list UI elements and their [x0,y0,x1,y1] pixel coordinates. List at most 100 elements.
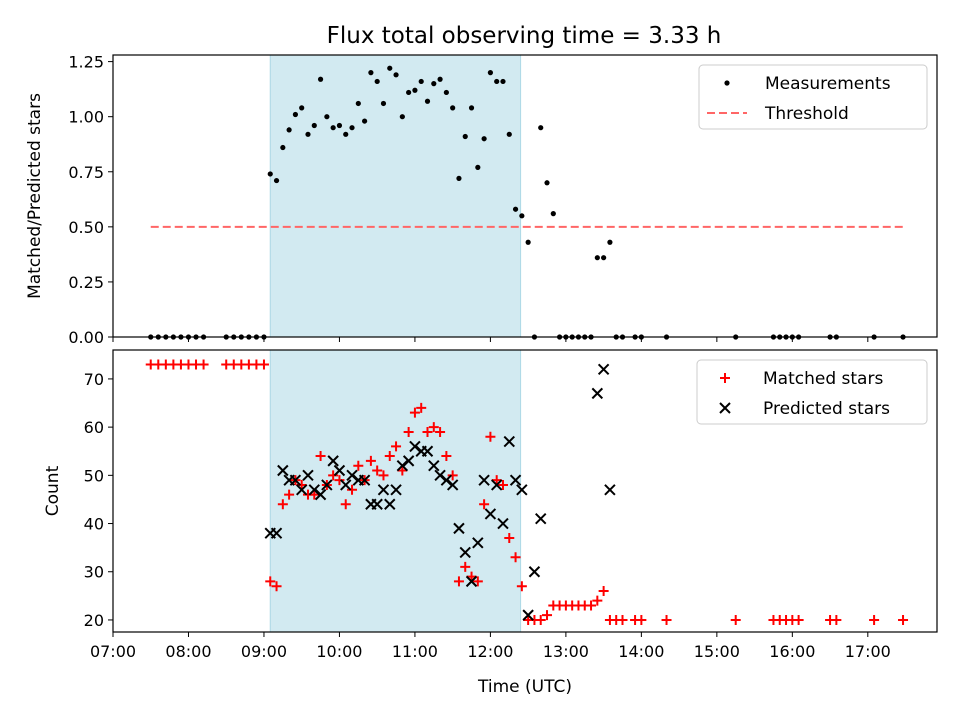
predicted-star-point [522,609,534,621]
predicted-star-point [497,517,509,530]
matched-star-point [391,441,402,452]
matched-star-point [284,489,295,500]
measurement-point [431,81,437,87]
y-tick-label: 0.00 [68,328,104,347]
predicted-star-point [340,479,352,491]
predicted-star-point [277,464,289,477]
measurement-point [450,105,456,111]
predicted-star-point [484,508,497,520]
measurement-point [374,78,380,85]
predicted-star-point [440,474,453,486]
predicted-star-point [314,488,327,501]
matched-star-point [793,614,804,625]
y-tick-label: 0.50 [68,218,104,237]
y-tick-label: 1.25 [68,53,104,72]
predicted-star-point [428,459,440,472]
matched-star-point [258,359,269,370]
measurement-point [437,76,443,82]
legend-box [696,359,928,425]
predicted-star-point [327,455,339,467]
predicted-star-point [346,469,358,482]
matched-star-point [384,451,395,462]
y-tick-label: 50 [84,466,104,485]
matched-star-point [353,460,364,471]
measurement-point [512,206,519,212]
measurement-point [324,114,330,120]
legend-x-icon [719,402,731,414]
measurement-point [487,70,494,76]
matched-star-point [441,451,452,462]
matched-star-point [535,614,546,625]
y-tick-label: 70 [84,370,104,389]
predicted-star-point [358,474,371,486]
measurement-point [538,125,544,131]
predicted-star-point [302,469,314,482]
matched-star-point [617,614,628,625]
legend-box [698,64,928,130]
matched-star-point [403,426,414,437]
measurement-point [494,78,500,85]
measurement-point [525,239,531,245]
x-tick-label: 09:00 [241,642,287,661]
x-tick-label: 10:00 [316,642,362,661]
predicted-star-point [289,474,302,486]
measurement-point [273,177,280,184]
measurement-point [317,76,324,82]
x-tick-label: 07:00 [90,642,136,661]
y-tick-label: 1.00 [68,108,104,127]
measurement-point [380,100,387,107]
matched-star-point [422,426,433,437]
matched-star-point [542,610,553,621]
matched-star-point [409,407,420,418]
matched-star-point [592,595,603,606]
measurement-point [343,131,349,137]
predicted-star-point [516,484,528,496]
measurement-point [443,89,449,96]
predicted-star-point [321,479,333,491]
matched-star-point [898,614,909,625]
matched-star-point [428,422,439,433]
measurement-point [424,98,431,104]
legend-label: Threshold [764,104,849,124]
predicted-star-point [591,387,604,400]
measurement-point [481,136,487,142]
y-tick-label: 60 [84,418,104,437]
measurement-point [607,239,613,245]
legend-plus-icon [720,373,730,383]
predicted-star-point [459,546,471,559]
y-axis-label: Count [43,465,63,516]
matched-star-point [416,402,427,413]
measurement-point [475,164,481,170]
predicted-star-point [528,566,541,578]
x-tick-label: 17:00 [845,642,891,661]
legend-label: Matched stars [763,369,883,389]
measurement-point [336,122,343,129]
x-tick-label: 11:00 [392,642,438,661]
matched-star-point [309,489,320,500]
measurement-point [462,133,468,140]
predicted-star-point [402,455,415,467]
y-tick-label: 30 [84,563,104,582]
y-tick-label: 0.25 [68,273,104,292]
observing-span [269,54,522,338]
measurement-point [544,180,550,186]
matched-star-point [504,533,515,543]
predicted-star-point [390,484,402,496]
figure-title: Flux total observing time = 3.33 h [327,23,722,49]
predicted-star-point [371,498,383,510]
matched-star-point [271,581,282,592]
matched-star-point [397,465,408,476]
predicted-star-point [597,363,610,375]
y-axis-label: Matched/Predicted stars [25,93,45,299]
matched-star-point [869,614,880,625]
predicted-star-point [295,484,308,496]
matched-star-point [661,614,672,625]
matched-star-point [831,614,842,625]
matched-star-point [491,475,502,486]
measurement-point [387,65,393,71]
measurement-point [412,87,418,93]
legend-label: Predicted stars [763,399,890,419]
predicted-star-point [409,440,421,453]
matched-star-point [265,576,276,587]
matched-star-point [510,552,521,563]
